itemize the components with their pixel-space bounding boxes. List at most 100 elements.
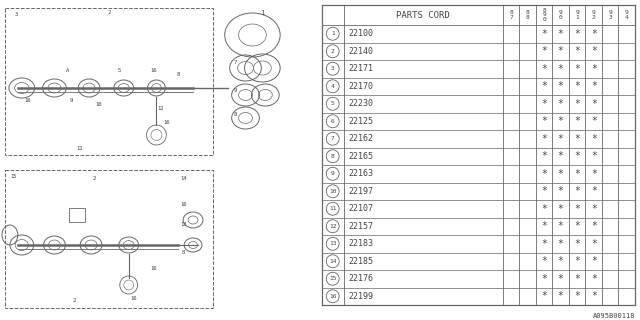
Text: *: *: [574, 186, 580, 196]
Text: 22163: 22163: [349, 169, 374, 178]
Text: 22185: 22185: [349, 257, 374, 266]
Text: *: *: [574, 64, 580, 74]
Text: *: *: [574, 256, 580, 266]
Text: 16: 16: [180, 203, 186, 207]
Text: 22170: 22170: [349, 82, 374, 91]
Text: 3: 3: [14, 12, 17, 18]
Text: 10: 10: [96, 102, 102, 108]
Text: 7: 7: [234, 60, 237, 65]
Text: 22199: 22199: [349, 292, 374, 301]
Text: 22183: 22183: [349, 239, 374, 248]
Text: A: A: [66, 68, 69, 73]
Text: *: *: [574, 169, 580, 179]
Text: *: *: [541, 186, 547, 196]
Text: *: *: [574, 99, 580, 109]
Text: 22230: 22230: [349, 99, 374, 108]
Text: *: *: [557, 256, 564, 266]
Text: 22171: 22171: [349, 64, 374, 73]
Text: 22140: 22140: [349, 47, 374, 56]
Text: 8
8: 8 8: [525, 10, 529, 20]
Text: 16: 16: [131, 295, 137, 300]
Text: 1: 1: [260, 10, 264, 16]
Text: 8
7: 8 7: [509, 10, 513, 20]
Text: 2: 2: [108, 10, 111, 14]
Text: 22165: 22165: [349, 152, 374, 161]
Text: *: *: [591, 256, 596, 266]
Text: 11: 11: [76, 146, 83, 150]
Text: *: *: [557, 46, 564, 56]
Text: *: *: [557, 116, 564, 126]
Text: 9
0: 9 0: [559, 10, 563, 20]
Text: 10: 10: [329, 189, 337, 194]
Text: *: *: [574, 116, 580, 126]
Text: *: *: [541, 46, 547, 56]
Text: *: *: [541, 239, 547, 249]
Text: *: *: [541, 99, 547, 109]
Text: *: *: [541, 116, 547, 126]
Text: 15: 15: [11, 174, 17, 180]
Text: *: *: [557, 99, 564, 109]
Text: A095B00118: A095B00118: [593, 313, 635, 319]
Text: 8: 8: [234, 113, 237, 117]
Text: *: *: [541, 204, 547, 214]
Text: 12: 12: [329, 224, 337, 229]
Text: 9
1: 9 1: [575, 10, 579, 20]
Text: *: *: [591, 81, 596, 91]
Text: *: *: [541, 256, 547, 266]
Text: 16: 16: [150, 266, 157, 270]
Text: 13: 13: [329, 241, 337, 246]
Text: *: *: [591, 239, 596, 249]
Text: *: *: [557, 29, 564, 39]
Text: 14: 14: [180, 175, 186, 180]
Text: *: *: [591, 186, 596, 196]
Text: *: *: [574, 274, 580, 284]
Text: *: *: [574, 134, 580, 144]
Text: *: *: [591, 169, 596, 179]
Text: *: *: [541, 64, 547, 74]
Text: 15: 15: [329, 276, 337, 281]
Text: *: *: [557, 151, 564, 161]
Text: *: *: [557, 169, 564, 179]
Text: 9
4: 9 4: [625, 10, 628, 20]
Text: 22157: 22157: [349, 222, 374, 231]
Text: 4: 4: [331, 84, 335, 89]
Text: 16: 16: [329, 294, 337, 299]
Text: *: *: [557, 81, 564, 91]
Text: 2: 2: [331, 49, 335, 54]
Text: 7: 7: [331, 136, 335, 141]
Text: *: *: [591, 274, 596, 284]
Text: *: *: [591, 64, 596, 74]
Text: 8: 8: [331, 154, 335, 159]
Text: *: *: [574, 29, 580, 39]
Text: *: *: [541, 151, 547, 161]
Text: 16: 16: [163, 119, 170, 124]
Text: 22197: 22197: [349, 187, 374, 196]
Text: *: *: [574, 46, 580, 56]
Text: *: *: [557, 291, 564, 301]
Text: *: *: [574, 204, 580, 214]
Text: PARTS CORD: PARTS CORD: [396, 11, 450, 20]
Text: *: *: [574, 151, 580, 161]
Text: *: *: [541, 134, 547, 144]
Text: *: *: [557, 134, 564, 144]
Text: *: *: [591, 46, 596, 56]
Text: *: *: [591, 99, 596, 109]
Text: *: *: [591, 151, 596, 161]
Text: 5: 5: [331, 101, 335, 106]
Text: *: *: [574, 291, 580, 301]
Text: 12: 12: [157, 106, 164, 110]
Text: 9: 9: [331, 171, 335, 176]
Text: *: *: [591, 204, 596, 214]
Text: 2: 2: [92, 175, 95, 180]
Text: *: *: [541, 81, 547, 91]
Text: 22125: 22125: [349, 117, 374, 126]
Text: 16: 16: [24, 98, 31, 102]
Text: *: *: [574, 239, 580, 249]
Text: 13: 13: [180, 222, 186, 228]
Text: 9
2: 9 2: [592, 10, 596, 20]
Text: 22176: 22176: [349, 274, 374, 283]
Text: *: *: [574, 81, 580, 91]
Bar: [69, 208, 85, 222]
Text: *: *: [541, 221, 547, 231]
Text: 3: 3: [331, 66, 335, 71]
